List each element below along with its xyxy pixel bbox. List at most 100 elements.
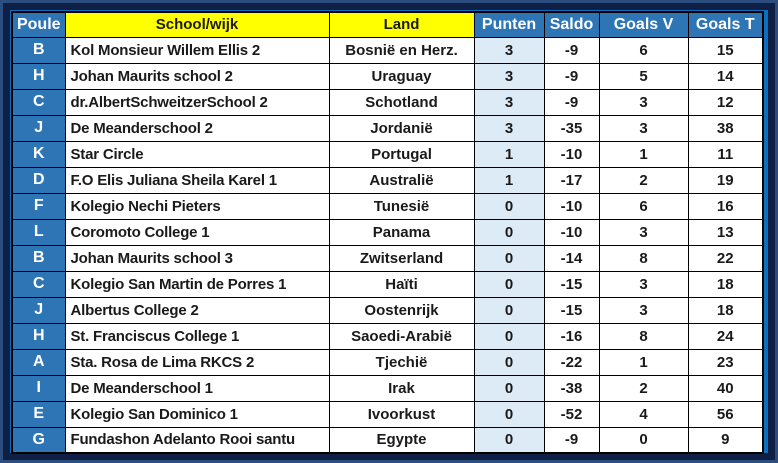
cell-school[interactable]: De Meanderschool 2: [64, 114, 330, 142]
cell-poule[interactable]: E: [11, 400, 66, 428]
cell-poule[interactable]: B: [11, 244, 66, 272]
cell-goals-v[interactable]: 3: [598, 296, 689, 324]
cell-land[interactable]: Portugal: [328, 140, 475, 168]
cell-school[interactable]: dr.AlbertSchweitzerSchool 2: [64, 88, 330, 116]
cell-goals-v[interactable]: 6: [598, 192, 689, 220]
cell-poule[interactable]: B: [11, 36, 66, 64]
cell-saldo[interactable]: -52: [543, 400, 600, 428]
cell-goals-t[interactable]: 22: [687, 244, 764, 272]
cell-saldo[interactable]: -35: [543, 114, 600, 142]
cell-school[interactable]: Johan Maurits school 2: [64, 62, 330, 90]
cell-saldo[interactable]: -9: [543, 36, 600, 64]
cell-school[interactable]: Johan Maurits school 3: [64, 244, 330, 272]
cell-land[interactable]: Australië: [328, 166, 475, 194]
cell-poule[interactable]: H: [11, 322, 66, 350]
cell-poule[interactable]: J: [11, 296, 66, 324]
cell-goals-t[interactable]: 56: [687, 400, 764, 428]
cell-goals-t[interactable]: 12: [687, 88, 764, 116]
cell-goals-t[interactable]: 16: [687, 192, 764, 220]
cell-punten[interactable]: 3: [473, 62, 545, 90]
cell-saldo[interactable]: -10: [543, 218, 600, 246]
cell-goals-v[interactable]: 3: [598, 270, 689, 298]
cell-goals-t[interactable]: 11: [687, 140, 764, 168]
cell-punten[interactable]: 0: [473, 348, 545, 376]
cell-saldo[interactable]: -17: [543, 166, 600, 194]
cell-poule[interactable]: L: [11, 218, 66, 246]
cell-goals-t[interactable]: 15: [687, 36, 764, 64]
cell-land[interactable]: Uraguay: [328, 62, 475, 90]
cell-goals-v[interactable]: 2: [598, 374, 689, 402]
cell-goals-t[interactable]: 14: [687, 62, 764, 90]
cell-poule[interactable]: F: [11, 192, 66, 220]
cell-land[interactable]: Schotland: [328, 88, 475, 116]
cell-punten[interactable]: 0: [473, 296, 545, 324]
cell-land[interactable]: Egypte: [328, 426, 475, 454]
cell-goals-t[interactable]: 38: [687, 114, 764, 142]
cell-school[interactable]: Kolegio Nechi Pieters: [64, 192, 330, 220]
cell-school[interactable]: F.O Elis Juliana Sheila Karel 1: [64, 166, 330, 194]
cell-saldo[interactable]: -38: [543, 374, 600, 402]
cell-punten[interactable]: 3: [473, 36, 545, 64]
cell-goals-v[interactable]: 1: [598, 348, 689, 376]
cell-school[interactable]: Kol Monsieur Willem Ellis 2: [64, 36, 330, 64]
cell-school[interactable]: Kolegio San Martin de Porres 1: [64, 270, 330, 298]
header-land[interactable]: Land: [328, 11, 475, 38]
cell-goals-v[interactable]: 2: [598, 166, 689, 194]
cell-poule[interactable]: D: [11, 166, 66, 194]
cell-school[interactable]: De Meanderschool 1: [64, 374, 330, 402]
cell-school[interactable]: Coromoto College 1: [64, 218, 330, 246]
cell-goals-t[interactable]: 24: [687, 322, 764, 350]
cell-saldo[interactable]: -9: [543, 62, 600, 90]
cell-goals-v[interactable]: 6: [598, 36, 689, 64]
cell-goals-v[interactable]: 8: [598, 322, 689, 350]
cell-goals-t[interactable]: 13: [687, 218, 764, 246]
header-goals-t[interactable]: Goals T: [687, 11, 764, 38]
cell-saldo[interactable]: -9: [543, 88, 600, 116]
cell-school[interactable]: Kolegio San Dominico 1: [64, 400, 330, 428]
cell-school[interactable]: St. Franciscus College 1: [64, 322, 330, 350]
cell-land[interactable]: Tunesië: [328, 192, 475, 220]
cell-goals-v[interactable]: 5: [598, 62, 689, 90]
header-punten[interactable]: Punten: [473, 11, 545, 38]
cell-punten[interactable]: 0: [473, 374, 545, 402]
cell-land[interactable]: Saoedi-Arabië: [328, 322, 475, 350]
cell-land[interactable]: Bosnië en Herz.: [328, 36, 475, 64]
cell-poule[interactable]: C: [11, 270, 66, 298]
cell-poule[interactable]: H: [11, 62, 66, 90]
cell-goals-v[interactable]: 3: [598, 88, 689, 116]
cell-school[interactable]: Sta. Rosa de Lima RKCS 2: [64, 348, 330, 376]
cell-punten[interactable]: 3: [473, 114, 545, 142]
cell-saldo[interactable]: -10: [543, 140, 600, 168]
cell-punten[interactable]: 0: [473, 218, 545, 246]
cell-goals-v[interactable]: 8: [598, 244, 689, 272]
cell-saldo[interactable]: -10: [543, 192, 600, 220]
cell-goals-t[interactable]: 40: [687, 374, 764, 402]
header-school[interactable]: School/wijk: [64, 11, 330, 38]
cell-punten[interactable]: 3: [473, 88, 545, 116]
cell-saldo[interactable]: -15: [543, 270, 600, 298]
cell-goals-t[interactable]: 19: [687, 166, 764, 194]
cell-goals-v[interactable]: 1: [598, 140, 689, 168]
cell-punten[interactable]: 0: [473, 270, 545, 298]
cell-poule[interactable]: A: [11, 348, 66, 376]
cell-goals-t[interactable]: 18: [687, 296, 764, 324]
cell-punten[interactable]: 0: [473, 426, 545, 454]
cell-land[interactable]: Panama: [328, 218, 475, 246]
cell-goals-v[interactable]: 0: [598, 426, 689, 454]
cell-goals-v[interactable]: 4: [598, 400, 689, 428]
cell-goals-t[interactable]: 18: [687, 270, 764, 298]
cell-school[interactable]: Star Circle: [64, 140, 330, 168]
cell-poule[interactable]: I: [11, 374, 66, 402]
cell-saldo[interactable]: -16: [543, 322, 600, 350]
cell-land[interactable]: Tjechië: [328, 348, 475, 376]
cell-school[interactable]: Fundashon Adelanto Rooi santu: [64, 426, 330, 454]
cell-poule[interactable]: C: [11, 88, 66, 116]
cell-punten[interactable]: 0: [473, 400, 545, 428]
cell-land[interactable]: Jordanië: [328, 114, 475, 142]
header-poule[interactable]: Poule: [11, 11, 66, 38]
cell-punten[interactable]: 1: [473, 140, 545, 168]
cell-land[interactable]: Haïti: [328, 270, 475, 298]
cell-poule[interactable]: J: [11, 114, 66, 142]
cell-goals-v[interactable]: 3: [598, 218, 689, 246]
cell-land[interactable]: Ivoorkust: [328, 400, 475, 428]
